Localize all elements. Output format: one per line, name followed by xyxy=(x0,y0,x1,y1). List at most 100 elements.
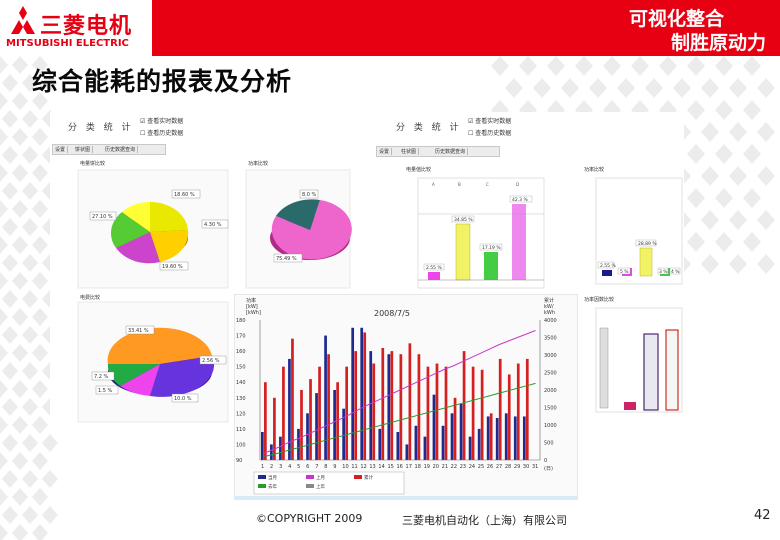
bar-label: 28.89 % xyxy=(638,241,657,247)
bar xyxy=(351,327,355,460)
bar xyxy=(387,354,391,460)
bar xyxy=(643,333,659,411)
chart-title: 电量值比较 xyxy=(406,167,432,173)
y-tick-right: 500 xyxy=(544,441,554,447)
bar xyxy=(516,363,520,460)
series-line xyxy=(264,330,536,454)
legend-swatch xyxy=(306,475,314,479)
x-tick: 6 xyxy=(306,464,309,470)
x-tick: 8 xyxy=(324,464,327,470)
bar xyxy=(624,402,636,410)
right-panel-charts: A B C D 42.3 % 34.85 % 17.19 % 2.55 % xyxy=(417,177,683,413)
pie-label: 7.2 % xyxy=(94,374,109,380)
x-tick: 21 xyxy=(442,464,448,470)
legend-entry: 去年 xyxy=(268,483,277,490)
y-left-label: 功率 xyxy=(246,297,256,304)
bar xyxy=(495,418,499,460)
pie-slice xyxy=(150,201,188,232)
history-query-button[interactable]: 历史数据查询 xyxy=(435,148,469,155)
pie-label: 18.60 % xyxy=(174,192,195,198)
pie-label: 10.0 % xyxy=(174,396,192,402)
y-tick-left: 120 xyxy=(236,411,246,417)
chart-title: 电量饼比较 xyxy=(80,161,106,167)
bar-label: 42.3 % xyxy=(512,197,528,203)
pie-label: 8.0 % xyxy=(302,192,317,198)
left-panel-charts: 18.60 % 27.10 % 4.30 % 19.60 % 8.0 % 75.… xyxy=(77,169,352,423)
settings-button[interactable]: 设置 xyxy=(379,148,393,155)
option-label: 查看实时数据 xyxy=(147,118,184,125)
y-right-label: kW/ xyxy=(544,304,554,310)
legend-swatch xyxy=(354,475,362,479)
x-tick: 9 xyxy=(333,464,336,470)
logo-english: MITSUBISHI ELECTRIC xyxy=(6,38,129,49)
y-tick-right: 1500 xyxy=(544,406,557,412)
bar xyxy=(486,416,490,460)
bar xyxy=(300,390,303,460)
legend-entry: 上年 xyxy=(316,483,325,490)
option-history[interactable]: ☐ 查看历史数据 xyxy=(140,130,184,137)
x-tick: 27 xyxy=(496,464,502,470)
bar xyxy=(507,374,511,460)
bar xyxy=(455,223,471,281)
bar-label: 2.55 % xyxy=(426,265,442,271)
y-tick-left: 150 xyxy=(236,365,246,371)
x-tick: 17 xyxy=(406,464,412,470)
bar xyxy=(270,444,273,460)
history-query-button[interactable]: 历史数据查询 xyxy=(105,146,139,153)
x-tick: 24 xyxy=(469,464,475,470)
bar xyxy=(489,413,493,460)
pie-chart-button[interactable]: 饼状图 xyxy=(75,146,94,153)
bar xyxy=(512,204,526,280)
x-tick: 23 xyxy=(460,464,466,470)
pie-label: 2.56 % xyxy=(202,358,220,364)
x-tick: 22 xyxy=(451,464,457,470)
bar xyxy=(504,413,508,460)
legend-swatch xyxy=(306,484,314,488)
option-realtime[interactable]: ☑ 查看实时数据 xyxy=(140,118,184,125)
pie-label: 4.30 % xyxy=(204,222,222,228)
bar xyxy=(279,436,282,460)
x-tick: 7 xyxy=(315,464,318,470)
y-tick-left: 90 xyxy=(236,458,242,464)
x-tick: 12 xyxy=(360,464,366,470)
x-tick: 15 xyxy=(387,464,393,470)
pie-slice xyxy=(120,364,160,396)
series-line xyxy=(264,382,536,457)
bar xyxy=(428,272,440,280)
bar-label: 2.55 % xyxy=(600,263,616,269)
panel-caption: 分 类 统 计 xyxy=(68,123,134,133)
bar xyxy=(390,351,394,460)
bar xyxy=(405,444,409,460)
bar xyxy=(354,351,358,460)
bar xyxy=(327,354,330,460)
x-tick: 18 xyxy=(415,464,421,470)
pie-label: 75.49 % xyxy=(276,256,297,262)
y-right-label: 累计 xyxy=(544,297,554,304)
bar xyxy=(426,366,430,460)
bar xyxy=(498,358,502,460)
y-left-label: [kWh] xyxy=(246,310,261,316)
bar xyxy=(462,351,466,460)
option-history[interactable]: ☐ 查看历史数据 xyxy=(468,130,512,137)
bar-chart-button[interactable]: 柱状图 xyxy=(401,148,420,155)
panel-caption: 分 类 统 计 xyxy=(396,123,462,133)
option-realtime[interactable]: ☑ 查看实时数据 xyxy=(468,118,512,125)
settings-button[interactable]: 设置 xyxy=(55,146,69,153)
bar xyxy=(369,351,373,460)
bar xyxy=(471,366,475,460)
x-tick: 28 xyxy=(505,464,511,470)
x-tick: 11 xyxy=(351,464,357,470)
pie-slice xyxy=(150,356,215,397)
bar xyxy=(282,366,285,460)
bar xyxy=(639,247,653,277)
bar xyxy=(468,436,472,460)
y-tick-left: 100 xyxy=(236,442,246,448)
y-tick-left: 110 xyxy=(236,427,246,433)
pie-chart-cost xyxy=(107,327,215,397)
x-tick: 20 xyxy=(433,464,439,470)
pie-slice xyxy=(107,327,212,364)
bar xyxy=(484,252,498,280)
bar xyxy=(297,428,300,460)
slogan-line1: 可视化整合 xyxy=(628,8,724,30)
column-label: B xyxy=(458,182,461,187)
